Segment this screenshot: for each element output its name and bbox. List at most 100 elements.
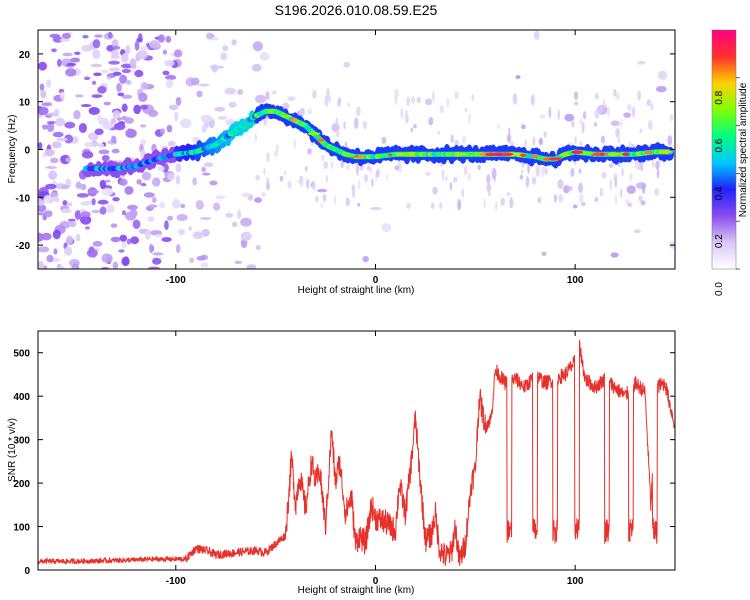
snr-x-ticks: -100 0 100 (166, 331, 584, 587)
spectrogram-noise-blob (283, 170, 287, 176)
spectrogram-noise-blob (64, 121, 76, 129)
spectrogram-noise-blob (537, 196, 542, 204)
spectrogram-noise-blob (110, 236, 121, 243)
spectrogram-noise-blob (468, 112, 471, 125)
spectrogram-noise-blob (400, 107, 404, 119)
spectrogram-noise-blob (519, 174, 524, 180)
spectrogram-noise-blob (255, 244, 261, 251)
spectrogram-noise-blob (325, 174, 328, 183)
spectrogram-noise-blob (53, 108, 60, 118)
spectrogram-noise-blob (203, 162, 214, 168)
spectrogram-noise-blob (141, 171, 152, 181)
spectrogram-noise-blob (41, 232, 52, 241)
spectrogram-noise-blob (410, 127, 414, 133)
spectrogram-ridge-peak (607, 152, 622, 156)
spectrogram-noise-blob (206, 32, 214, 40)
spectrogram-noise-blob (180, 203, 186, 209)
spectrogram-noise-blob (406, 96, 411, 107)
spectrogram-noise-blob (570, 167, 575, 177)
spectrogram-noise-blob (610, 252, 619, 258)
spectrogram-noise-blob (540, 114, 545, 119)
spectrogram-noise-blob (201, 123, 207, 134)
spectrogram-noise-blob (51, 141, 62, 149)
spectrogram-noise-blob (217, 116, 228, 120)
y-tick-label: 200 (13, 479, 30, 490)
spectrogram-noise-blob (548, 106, 552, 118)
spectrogram-noise-blob (488, 191, 491, 197)
spectrogram-noise-blob (51, 48, 57, 53)
y-tick-label: 500 (13, 349, 30, 360)
spectrogram-noise-blob (148, 204, 158, 208)
spectrogram-ridge-peak (472, 152, 480, 156)
snr-panel: -100 0 100 0 100 200 300 400 500 Height of stra… (7, 330, 676, 596)
spectrogram-ridge-peak (343, 153, 357, 158)
spectrogram-noise-blob (669, 113, 674, 122)
spectrogram-noise-blob (166, 124, 173, 133)
spectrogram-noise-blob (369, 206, 382, 211)
spectrogram-ridge-peak (456, 152, 468, 156)
spectrogram-noise-layer (38, 30, 675, 269)
spectrogram-ridge-peak (394, 152, 406, 156)
spectrogram-noise-blob (202, 172, 211, 176)
spectrogram-noise-blob (110, 118, 117, 124)
spectrogram-noise-blob (633, 229, 641, 234)
spectrogram-noise-blob (439, 202, 443, 210)
spectrogram-noise-blob (637, 195, 643, 200)
spectrogram-noise-blob (45, 183, 57, 190)
spectrogram-noise-blob (91, 94, 103, 98)
spectrogram-noise-blob (317, 188, 328, 193)
spectrogram-noise-blob (49, 157, 59, 164)
colorbar-tick-label: 0.4 (714, 186, 725, 200)
spectrogram-noise-blob (461, 135, 467, 144)
spectrogram-noise-blob (40, 89, 47, 99)
spectrogram-noise-blob (343, 61, 351, 68)
spectrogram-noise-blob (599, 187, 604, 197)
snr-y-ticks: 0 100 200 300 400 500 (13, 349, 675, 577)
spectrogram-noise-blob (307, 148, 312, 155)
spectrogram-noise-blob (144, 229, 152, 240)
spectrogram-noise-blob (200, 262, 209, 268)
spectrogram-noise-blob (108, 60, 120, 65)
spectrogram-noise-blob (62, 200, 68, 206)
spectrogram-noise-blob (454, 91, 459, 100)
spectrogram-noise-blob (129, 58, 137, 68)
spectrogram-noise-blob (331, 161, 334, 170)
spectrogram-noise-blob (101, 188, 114, 196)
spectrogram-noise-blob (381, 223, 392, 232)
spectrogram-noise-blob (334, 194, 337, 206)
spectrogram-ridge-peak (571, 150, 584, 154)
spectrogram-noise-blob (140, 124, 147, 128)
spectrogram-noise-blob (157, 165, 165, 172)
spectrogram-noise-blob (345, 197, 350, 207)
spectrogram-noise-blob (616, 93, 620, 101)
spectrogram-noise-blob (111, 148, 120, 154)
spectrogram-noise-blob (122, 256, 130, 266)
spectrogram-noise-blob (538, 137, 543, 145)
spectrogram-noise-blob (237, 88, 244, 96)
spectrogram-noise-blob (299, 175, 303, 181)
spectrogram-noise-blob (432, 90, 435, 102)
spectrogram-noise-blob (525, 175, 530, 188)
spectrogram-noise-blob (166, 215, 174, 221)
spectrogram-noise-blob (656, 168, 660, 179)
spectrogram-noise-blob (118, 249, 125, 253)
spectrogram-noise-blob (381, 136, 387, 144)
spectrogram-noise-blob (91, 80, 97, 85)
spectrogram-noise-blob (81, 151, 94, 159)
spectrogram-noise-blob (165, 79, 174, 89)
spectrogram-noise-blob (312, 181, 316, 192)
spectrogram-noise-blob (541, 165, 545, 178)
spectrogram-noise-blob (159, 202, 166, 209)
spectrogram-noise-blob (497, 123, 500, 130)
spectrogram-noise-blob (394, 88, 400, 98)
spectrogram-ridge-peak (290, 118, 298, 122)
spectrogram-ridge-peak (381, 153, 390, 158)
spectrogram-noise-blob (371, 178, 374, 187)
spectrogram-noise-blob (136, 179, 142, 185)
snr-x-axis-label: Height of straight line (km) (298, 585, 415, 596)
spectrogram-noise-blob (266, 152, 270, 163)
spectrogram-noise-blob (406, 202, 411, 209)
spectrogram-noise-blob (43, 265, 48, 269)
spectrogram-noise-blob (446, 97, 450, 108)
spectrogram-noise-blob (520, 169, 524, 174)
